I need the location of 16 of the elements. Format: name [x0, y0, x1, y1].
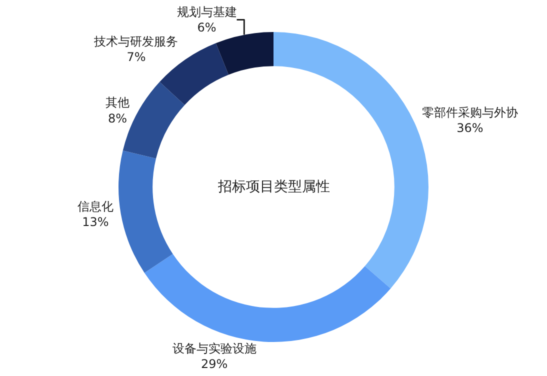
slice-label: 技术与研发服务: [93, 34, 178, 48]
data-label: 36%: [456, 120, 484, 135]
slice-label: 其他: [105, 96, 130, 110]
data-label: 29%: [200, 357, 228, 372]
data-label: 8%: [108, 111, 127, 126]
data-label: 13%: [82, 215, 109, 230]
data-label: 7%: [126, 50, 146, 64]
text: 招标项目类型属性: [217, 179, 330, 195]
data-label: 6%: [197, 20, 216, 34]
slice-label: 信息化: [77, 200, 114, 214]
slice-label: 设备与实验设施: [172, 342, 256, 356]
donut-slice: [118, 150, 173, 273]
slice-label: 规划与基建: [176, 4, 237, 19]
slice-label: 零部件采购与外协: [422, 105, 518, 120]
donut-slice: [144, 254, 391, 342]
donut-slice: [216, 32, 274, 75]
